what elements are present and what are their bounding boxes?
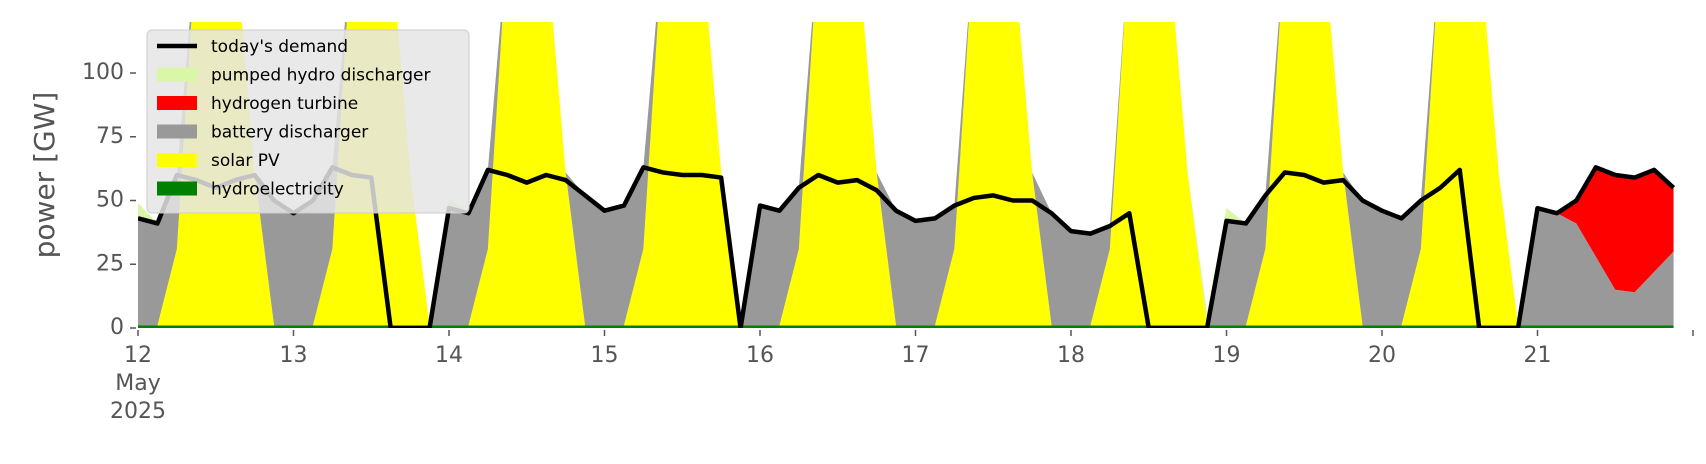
legend-label: hydrogen turbine <box>211 94 358 114</box>
legend-swatch <box>157 124 197 139</box>
x-tick-label: 17 <box>902 343 930 368</box>
demand-line <box>138 165 1676 328</box>
plot-area <box>138 22 1676 328</box>
legend-label: today's demand <box>211 37 348 57</box>
y-tick-label: 75 <box>96 124 124 149</box>
legend-swatch <box>157 96 197 110</box>
x-tick-label: 20 <box>1368 343 1396 368</box>
y-axis-label: power [GW] <box>28 92 61 259</box>
legend-swatch <box>157 181 197 196</box>
legend-label: solar PV <box>211 151 280 171</box>
y-tick-label: 100 <box>82 60 124 85</box>
area <box>138 325 1674 328</box>
x-tick-label: 14 <box>435 343 463 368</box>
x-tick-label: 21 <box>1524 343 1552 368</box>
axes: 0 25 50 75 100 12 May 2025 13 14 15 16 17 18 19 20 21 tod… <box>82 29 1694 424</box>
x-tick-label: 13 <box>280 343 308 368</box>
y-tick-label: 25 <box>96 251 124 276</box>
x-tick-label: 15 <box>591 343 619 368</box>
x-tick-label: 16 <box>746 343 774 368</box>
x-tick-label: 12 May 2025 <box>110 343 166 424</box>
x-tick-label: 19 <box>1213 343 1241 368</box>
y-tick-label: 0 <box>110 315 124 340</box>
y-tick-label: 50 <box>96 188 124 213</box>
legend-box <box>146 29 470 214</box>
legend-swatch <box>157 67 197 82</box>
legend-label: pumped hydro discharger <box>211 66 430 86</box>
area <box>138 22 1674 326</box>
legend: today's demand pumped hydro discharger hyd… <box>146 29 470 214</box>
x-tick-label: 18 <box>1057 343 1085 368</box>
legend-label: battery discharger <box>211 123 368 143</box>
area <box>138 22 1674 326</box>
legend-swatch <box>157 153 197 167</box>
legend-label: hydroelectricity <box>211 180 344 200</box>
